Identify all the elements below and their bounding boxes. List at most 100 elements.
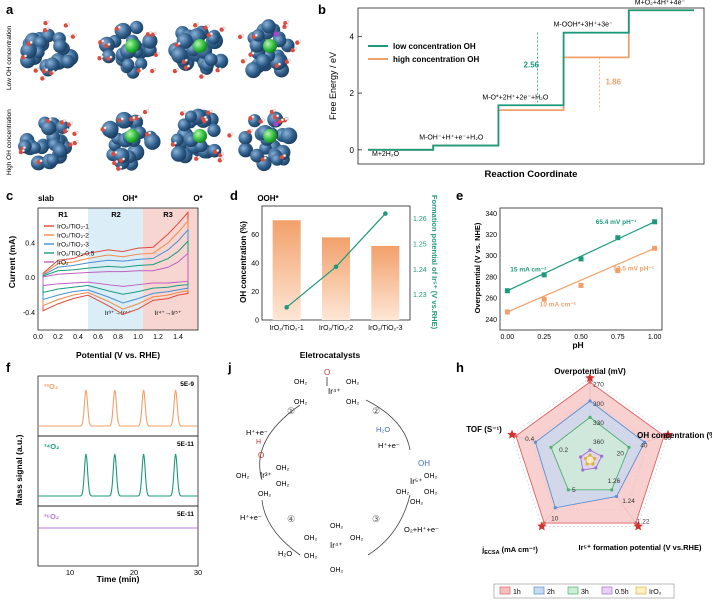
o-atom — [172, 68, 178, 74]
o-atom — [63, 23, 69, 28]
panel-a: a Low OH concentration High OH concentra… — [6, 2, 302, 203]
col-label-slab: slab — [38, 194, 54, 203]
h-atom — [148, 131, 152, 135]
slab-model — [20, 20, 79, 81]
step-4-marker: ④ — [287, 514, 295, 524]
h-atom — [206, 24, 210, 28]
right-oh2-b: OH₂ — [424, 489, 438, 496]
e-ytick-label: 280 — [485, 274, 497, 281]
panel-c-letter: c — [6, 188, 13, 203]
h-atom — [293, 47, 297, 50]
h-legend-frame — [493, 583, 675, 599]
o-atom — [183, 65, 189, 70]
f-isotope-label: ³⁶O₂ — [44, 512, 59, 521]
c-legend-label: IrO₂/TiO₂-2 — [57, 233, 89, 240]
h-atom — [139, 67, 143, 71]
o-atom — [104, 43, 109, 48]
species-bottom: OH₂ Ir⁴⁺ OH₂ OH₂ OH₂ OH₂ — [304, 523, 364, 574]
panel-b: b 0 2 4 M+2H₂O M-OH⁻+H⁺+e⁻+H₂O M-O*+2H⁺+2e⁻+H… — [318, 0, 705, 180]
h-atom — [66, 128, 70, 131]
col-label-oh: OH* — [122, 194, 138, 203]
h-atom — [184, 58, 188, 62]
ti-atom — [44, 57, 60, 73]
h-atom — [298, 39, 302, 43]
f-scale-label: 5E-9 — [180, 381, 194, 388]
e-point — [615, 268, 621, 274]
ti-atom — [142, 33, 158, 49]
panel-f-letter: f — [6, 360, 11, 375]
h-atom — [119, 165, 123, 169]
f-scale-label: 5E-11 — [177, 511, 194, 518]
cycle-arc-2 — [365, 399, 411, 451]
step-1-marker: ① — [287, 406, 295, 416]
h-atom — [286, 20, 290, 24]
o-atom — [227, 133, 232, 138]
slab-model — [238, 109, 298, 172]
h-grid-ring — [511, 377, 669, 527]
bottom-ir: Ir⁴⁺ — [330, 541, 343, 550]
ti-atom — [177, 118, 191, 132]
h-atom — [280, 118, 284, 122]
c-region-label: R3 — [163, 210, 173, 219]
h-series-point — [627, 445, 631, 449]
o-atom — [26, 41, 31, 47]
e-point — [578, 282, 584, 288]
ti-atom — [61, 54, 75, 69]
plot-c: R1 R2 R3 Ir³⁺→Ir⁴⁺ Ir⁴⁺→Ir⁵⁺ IrO₂/TiO₂-1 IrO₂/… — [23, 207, 199, 341]
h-series-point — [588, 453, 592, 457]
d-y2tick-label: 1.24 — [413, 267, 427, 274]
d-y2label: Formation potential of Ir⁵⁺ (V vs.RHE) — [430, 195, 439, 330]
h-atom — [24, 54, 27, 58]
label-step3-out: O₂+H⁺+e⁻ — [404, 525, 439, 534]
h-legend-label: 2h — [547, 589, 555, 596]
h-star-marker — [633, 521, 643, 531]
panel-b-letter: b — [318, 2, 326, 17]
slab-model — [18, 116, 79, 171]
h-atom — [272, 109, 276, 112]
h-atom — [100, 55, 104, 59]
h-atom — [70, 121, 73, 125]
cycle-arc-3 — [367, 494, 411, 556]
plot-d: IrO₂/TiO₂-1 IrO₂/TiO₂-2 IrO₂/TiO₂-3 0 20 40 60… — [251, 205, 427, 332]
bottom-oh2-top: OH₂ — [330, 523, 344, 530]
h-atom — [285, 23, 289, 27]
d-ylabel: OH concentration (%) — [239, 221, 248, 303]
o-atom — [18, 149, 24, 155]
h-atom — [241, 33, 245, 37]
e-ytick-label: 260 — [485, 296, 497, 303]
f-scale-label: 5E-11 — [177, 441, 194, 448]
right-ir: Ir⁵⁺ — [410, 477, 422, 486]
ti-atom — [194, 139, 208, 153]
label-h2o-in: H₂O — [376, 425, 390, 434]
o-atom — [63, 128, 68, 134]
label-top-in: H⁺+e⁻ — [246, 428, 268, 437]
ti-atom — [113, 147, 130, 164]
o-atom — [206, 110, 211, 115]
d-xtick-label: IrO₂/TiO₂-3 — [368, 325, 402, 332]
h-series-point — [594, 466, 598, 470]
h-atom — [287, 58, 291, 62]
h-axis-j-unit: (mA cm⁻²) — [500, 545, 539, 554]
o-atom — [66, 122, 72, 127]
plot-f: ³²O₂ 5E-9 ³⁴O₂ 5E-11 ³⁶O₂ 5E-11 10 20 30 — [37, 375, 202, 577]
c-legend-label: IrO₂/TiO₂-0.5 — [57, 251, 95, 258]
o-atom — [269, 109, 275, 115]
o-atom — [251, 34, 257, 39]
d-ytick-label: 40 — [251, 261, 259, 268]
species-right: OH Ir⁵⁺ OH₂ OH₂ OH₂ OH₂ — [396, 459, 438, 506]
c-xtick-label: 1.4 — [173, 334, 183, 341]
h-atom — [177, 42, 181, 45]
h-atom — [46, 20, 50, 23]
h-atom — [29, 40, 33, 44]
h-axis-oh-conc: OH concentration (%) — [637, 431, 712, 440]
h-tick-label: 20 — [617, 450, 625, 457]
e-point — [578, 256, 584, 262]
d-bar — [272, 220, 301, 320]
ti-atom — [115, 111, 133, 129]
h-atom — [283, 154, 287, 158]
e-xtick-label: 1.00 — [648, 334, 662, 341]
e-xlabel: pH — [572, 340, 583, 350]
e-series-label: 10 mA cm⁻² — [540, 302, 577, 309]
f-ylabel: Mass signal (a.u.) — [14, 434, 24, 505]
